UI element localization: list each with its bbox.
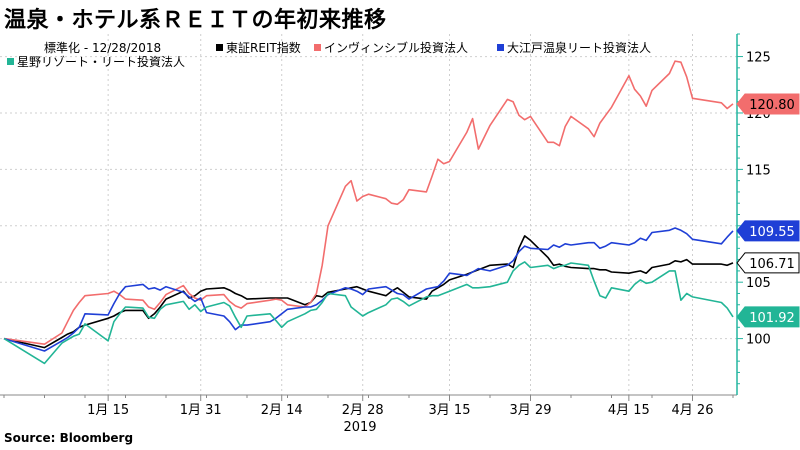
callout-value: 101.92 (749, 311, 795, 326)
x-axis-year-label: 2019 (343, 420, 376, 435)
y-tick-label: 105 (746, 276, 771, 291)
legend-swatch-1 (314, 44, 321, 51)
x-tick-label: 2月 14 (261, 403, 303, 418)
series-line-0 (3, 235, 734, 349)
legend-normalized-label: 標準化 - 12/28/2018 (44, 40, 161, 55)
legend-label-0: 東証REIT指数 (226, 40, 301, 55)
legend-swatch-0 (216, 44, 223, 51)
legend: 標準化 - 12/28/2018 東証REIT指数 インヴィンシブル投資法人 大江戸温… (7, 40, 651, 69)
callout-value: 106.71 (749, 257, 795, 272)
x-tick-label: 1月 31 (180, 403, 222, 418)
callout-value: 109.55 (749, 225, 795, 240)
grid-lines (0, 34, 737, 395)
x-tick-label: 4月 15 (608, 403, 650, 418)
y-tick-label: 100 (746, 333, 771, 348)
series-line-1 (3, 60, 734, 346)
callout-box (736, 252, 800, 274)
last-value-callout-2: 109.55 (736, 220, 800, 242)
legend-swatch-2 (497, 44, 504, 51)
source-note: Source: Bloomberg (4, 431, 134, 445)
y-tick-label: 115 (746, 163, 771, 178)
last-value-callouts: 106.71 120.80 109.55 101.92 (736, 93, 800, 328)
last-value-callout-1: 120.80 (736, 93, 800, 115)
page-title: 温泉・ホテル系ＲＥＩＴの年初来推移 (4, 8, 387, 33)
callout-box (736, 93, 800, 115)
series-line-3 (3, 261, 734, 365)
series-line-2 (3, 227, 734, 352)
x-tick-label: 1月 15 (87, 403, 129, 418)
legend-label-3: 星野リゾート・リート投資法人 (17, 54, 185, 69)
x-tick-label: 2月 28 (342, 403, 384, 418)
legend-label-1: インヴィンシブル投資法人 (324, 40, 468, 55)
callout-value: 120.80 (749, 98, 795, 113)
x-tick-label: 3月 15 (429, 403, 471, 418)
callout-box (736, 220, 800, 242)
x-tick-label: 4月 26 (672, 403, 714, 418)
last-value-callout-3: 101.92 (736, 306, 800, 328)
legend-label-2: 大江戸温泉リート投資法人 (507, 40, 651, 55)
legend-swatch-3 (7, 58, 14, 65)
x-tick-label: 3月 29 (510, 403, 552, 418)
series-lines (3, 60, 734, 365)
y-tick-label: 125 (746, 51, 771, 66)
last-value-callout-0: 106.71 (736, 252, 800, 274)
callout-box (736, 306, 800, 328)
